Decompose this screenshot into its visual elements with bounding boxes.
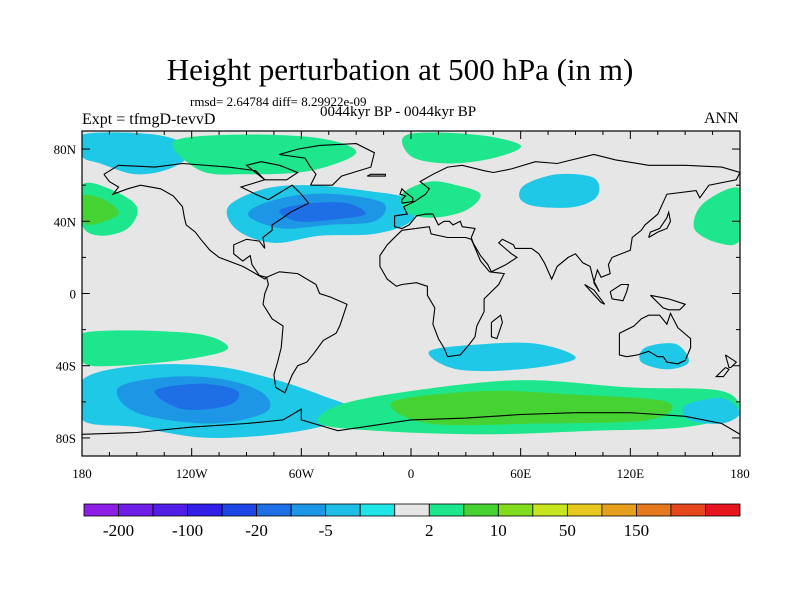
colorbar-box [601,503,637,517]
colorbar-box [566,503,603,517]
x-tick-label: 120E [617,466,645,481]
colorbar-label: 50 [559,521,576,540]
field-region-15 [390,390,673,426]
colorbar-box [256,503,292,517]
colorbar-box [636,503,672,517]
colorbar-box [118,503,154,517]
stats-line: rmsd= 2.64784 diff= 8.29922e-09 [190,94,367,109]
season-label: ANN [704,110,739,127]
x-tick-label: 180 [72,466,92,481]
coast-uk [399,187,414,204]
colorbar-box [152,503,188,517]
field-region-19 [682,398,740,424]
coast-australia [618,311,692,365]
y-tick-label: 40S [56,359,76,374]
y-tick-label: 80S [56,431,76,446]
colorbar-box [497,503,534,517]
coast-eurasia [394,153,740,292]
coast-new-guinea [650,294,687,311]
x-tick-label: 60W [289,466,315,481]
x-tick-label: 120W [176,466,209,481]
x-tick-label: 60E [510,466,531,481]
field-region-9 [82,194,119,225]
field-region-3 [82,132,193,175]
field-region-6 [400,181,481,218]
field-region-16 [82,330,229,367]
colorbar-label: -5 [319,521,333,540]
colorbar-label: 150 [624,521,650,540]
y-tick-label: 80N [54,142,77,157]
coast-north-america [103,162,310,280]
field-region-10 [693,187,740,246]
axis-ticks: 180 120W 60W 0 60E 120E 180 80N 40N 0 40S 80S [54,131,750,481]
colorbar-label: -100 [172,521,203,540]
colorbar-box [187,503,223,517]
y-tick-label: 0 [70,287,77,302]
colorbar-label: -200 [103,521,134,540]
coast-borneo [609,283,630,302]
coast-nz-south [714,367,730,378]
colorbar-box [705,503,741,517]
coast-antarctica [82,408,740,435]
x-tick-label: 180 [730,466,750,481]
colorbar-box [670,503,706,517]
experiment-label: Expt = tfmgD-tevvD [82,111,216,128]
colorbar-box [359,503,396,517]
colorbar-box [83,503,119,517]
colorbar-label: 2 [425,521,434,540]
field-region-5 [402,132,522,164]
colorbar-box [463,503,499,517]
colorbar-label: -20 [245,521,268,540]
coast-sumatra [584,284,606,305]
field-region-7 [519,173,600,208]
y-tick-label: 40N [54,214,77,229]
chart-title: Height perturbation at 500 hPa (in m) [166,52,634,87]
field-region-13 [154,383,240,410]
coastlines [82,143,740,435]
field-region-4 [172,134,357,175]
field-region-18 [639,343,690,370]
x-tick-label: 0 [408,466,415,481]
colorbar: -200 -100 -20 -5 2 10 50 150 [83,503,741,540]
coast-iceland [366,173,386,177]
colorbar-box [428,503,465,517]
coast-japan [648,210,672,238]
colorbar-box [394,503,430,517]
coast-new-zealand [724,354,738,369]
coast-south-america [262,271,348,394]
height-field [82,131,740,456]
colorbar-label: 10 [490,521,507,540]
colorbar-box [532,503,568,517]
colorbar-box [221,503,258,517]
colorbar-box [325,503,361,517]
colorbar-box [290,503,327,517]
coast-baffin [245,161,299,181]
coast-madagascar [490,314,503,340]
coast-greenland [279,143,376,186]
coast-africa [379,226,506,358]
period-line: 0044kyr BP - 0044kyr BP [320,104,477,120]
